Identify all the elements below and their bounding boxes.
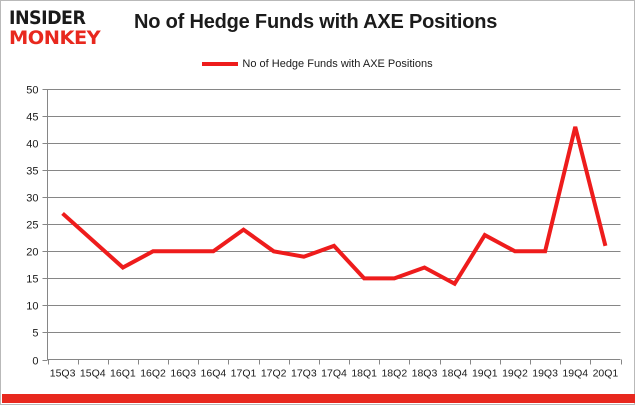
y-axis-tick-label: 35 [26,166,38,178]
x-axis-tick-label: 19Q3 [532,368,558,380]
x-axis-tick-label: 19Q2 [502,368,528,380]
y-axis-tick-label: 50 [26,85,38,97]
x-axis-ticks-group: 15Q3 15Q4 16Q1 16Q2 16Q3 16Q4 17Q1 17Q2 17Q3 17Q4… [48,359,622,380]
x-axis-tick-label: 15Q3 [50,368,76,380]
y-axis-tick-label: 10 [26,301,38,313]
chart-legend: No of Hedge Funds with AXE Positions [1,58,634,70]
y-axis-tick-label: 0 [32,356,38,368]
logo-line-insider: INSIDER [9,7,86,29]
gridlines-group [47,89,621,333]
x-axis-tick-label: 18Q4 [442,368,468,380]
x-axis-tick-label: 19Q4 [562,368,588,380]
x-axis-tick-label: 20Q1 [593,368,619,380]
x-axis-tick-label: 19Q1 [472,368,498,380]
legend-label: No of Hedge Funds with AXE Positions [242,58,433,70]
x-axis-tick-label: 16Q2 [140,368,166,380]
bottom-accent-bar [2,394,635,403]
x-axis-tick-label: 18Q3 [412,368,438,380]
y-axis-tick-label: 40 [26,139,38,151]
logo-line-monkey: MONKEY [9,27,101,49]
x-axis-tick-label: 16Q1 [110,368,136,380]
y-axis-tick-label: 20 [26,247,38,259]
x-axis-tick-label: 18Q1 [351,368,377,380]
x-axis-tick-label: 16Q4 [201,368,227,380]
x-axis-tick-label: 16Q3 [170,368,196,380]
y-axis-tick-label: 5 [32,328,38,340]
y-axis-tick-label: 15 [26,274,38,286]
x-axis-tick-label: 18Q2 [381,368,407,380]
x-axis-tick-label: 17Q3 [291,368,317,380]
series-line-hedge-funds [61,126,608,287]
x-axis-tick-label: 15Q4 [80,368,106,380]
y-axis-tick-label: 25 [26,220,38,232]
y-axis-ticks-group: 0 5 10 15 20 25 30 35 40 45 50 [26,85,48,368]
x-axis-tick-label: 17Q1 [231,368,257,380]
legend-color-swatch [202,62,239,66]
y-axis-tick-label: 45 [26,112,38,124]
x-axis-tick-label: 17Q4 [321,368,347,380]
y-axis-tick-label: 30 [26,193,38,205]
chart-title: No of Hedge Funds with AXE Positions [134,11,498,33]
x-axis-tick-label: 17Q2 [261,368,287,380]
insider-monkey-logo: INSIDER MONKEY [9,9,121,49]
